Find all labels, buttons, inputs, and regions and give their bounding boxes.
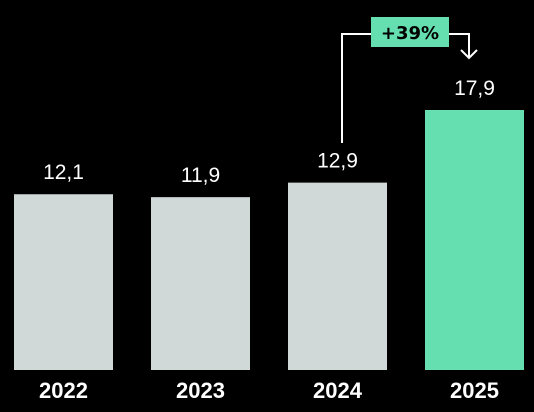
value-labels-group: 12,1 11,9 12,9 17,9 [43, 77, 495, 187]
x-tick-labels-group: 2022 2023 2024 2025 [39, 378, 499, 403]
growth-callout-text: +39% [381, 23, 439, 44]
bar-2022 [14, 194, 113, 370]
growth-arrow-icon [460, 49, 478, 60]
bar-2023 [151, 197, 250, 370]
growth-callout-box [371, 17, 449, 47]
bars-group [14, 110, 524, 370]
value-label-2024: 12,9 [317, 150, 358, 173]
value-label-2022: 12,1 [43, 161, 84, 184]
value-label-2025: 17,9 [454, 77, 495, 100]
bar-2024 [288, 182, 387, 370]
growth-annotation: +39% [341, 17, 478, 143]
value-label-2023: 11,9 [181, 164, 220, 187]
bar-2025 [425, 110, 524, 370]
x-tick-label-2023: 2023 [176, 378, 225, 403]
x-tick-label-2022: 2022 [39, 378, 88, 403]
x-tick-label-2024: 2024 [313, 378, 363, 403]
x-tick-label-2025: 2025 [450, 378, 499, 403]
